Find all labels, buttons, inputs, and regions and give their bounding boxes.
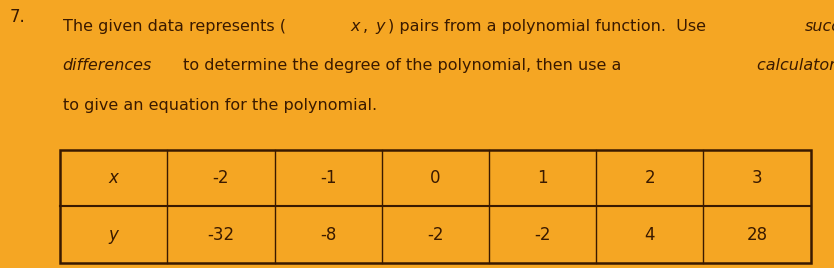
Text: 0: 0 xyxy=(430,169,440,187)
Text: -32: -32 xyxy=(208,225,234,244)
Text: 3: 3 xyxy=(751,169,762,187)
Text: 28: 28 xyxy=(746,225,767,244)
Text: to give an equation for the polynomial.: to give an equation for the polynomial. xyxy=(63,98,377,113)
Bar xyxy=(60,150,811,263)
Text: ,: , xyxy=(363,19,373,34)
Text: -2: -2 xyxy=(427,225,444,244)
Text: x: x xyxy=(350,19,359,34)
Text: 2: 2 xyxy=(645,169,656,187)
Text: x: x xyxy=(108,169,118,187)
Text: calculator regression: calculator regression xyxy=(756,58,834,73)
Text: y: y xyxy=(108,225,118,244)
Text: -8: -8 xyxy=(320,225,336,244)
Text: 1: 1 xyxy=(537,169,548,187)
Text: ) pairs from a polynomial function.  Use: ) pairs from a polynomial function. Use xyxy=(388,19,711,34)
Text: The given data represents (: The given data represents ( xyxy=(63,19,285,34)
Text: differences: differences xyxy=(63,58,152,73)
Text: 7.: 7. xyxy=(10,8,26,26)
Text: to determine the degree of the polynomial, then use a: to determine the degree of the polynomia… xyxy=(178,58,626,73)
Text: y: y xyxy=(376,19,385,34)
Text: successive: successive xyxy=(805,19,834,34)
Text: -2: -2 xyxy=(535,225,550,244)
Text: -1: -1 xyxy=(320,169,336,187)
Text: 4: 4 xyxy=(645,225,655,244)
Text: -2: -2 xyxy=(213,169,229,187)
